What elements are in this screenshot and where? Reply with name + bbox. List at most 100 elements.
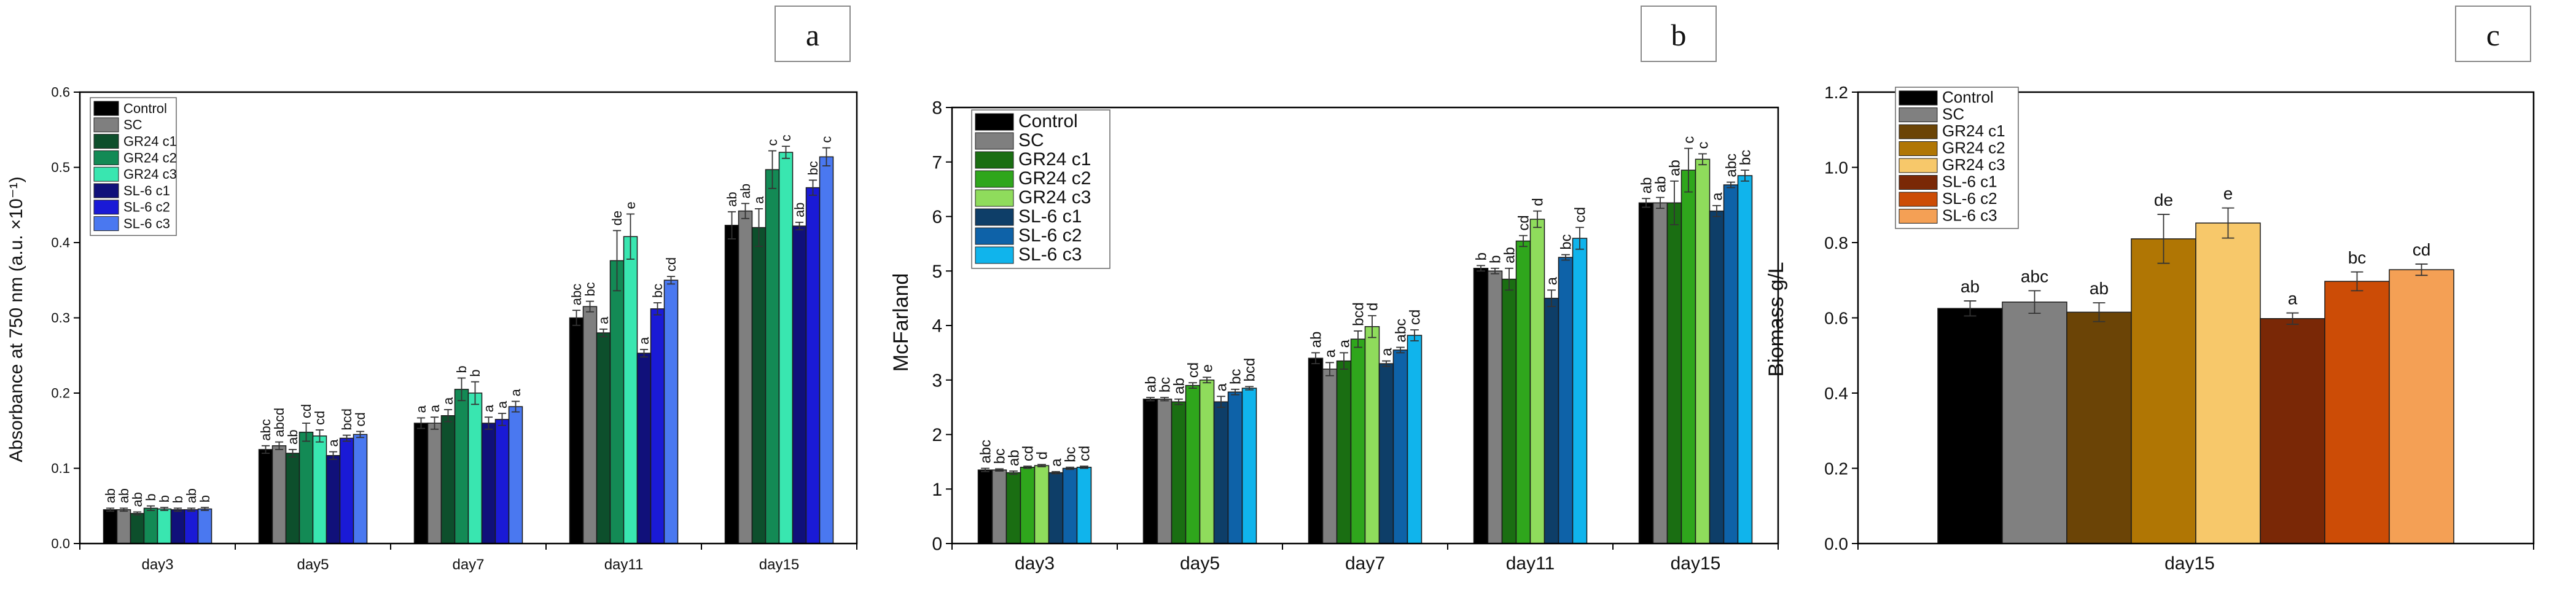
panel-a-significance-letter: cd bbox=[353, 412, 368, 426]
panel-a-x-tick-label: day5 bbox=[297, 556, 329, 573]
panel-a-legend-label-sl-6-c3: SL-6 c3 bbox=[123, 216, 170, 231]
panel-a-significance-letter: bcd bbox=[339, 408, 354, 430]
panel-b-significance-letter: d bbox=[1034, 451, 1050, 459]
panel-c-significance-letter: e bbox=[2223, 184, 2233, 203]
panel-b-bar-day5-sc bbox=[1157, 399, 1173, 544]
panel-c-y-axis-label: Biomass g/L bbox=[1765, 262, 1788, 376]
panel-b-significance-letter: bc bbox=[991, 448, 1008, 464]
panel-a-significance-letter: c bbox=[819, 136, 834, 143]
panel-a-legend-label-gr24-c3: GR24 c3 bbox=[123, 166, 177, 182]
panel-a-significance-letter: cd bbox=[299, 404, 314, 418]
panel-a-significance-letter: bc bbox=[805, 161, 821, 175]
panel-a-significance-letter: a bbox=[636, 337, 652, 345]
panel-a-significance-letter: bc bbox=[582, 282, 598, 296]
panel-b-significance-letter: bc bbox=[1157, 377, 1173, 392]
panel-c-legend-swatch-sl-6-c1 bbox=[1899, 175, 1938, 190]
panel-a-significance-letter: b bbox=[197, 495, 213, 502]
panel-b-bar-day7-sc bbox=[1322, 369, 1338, 544]
panel-c-bar-day15-sl-6-c1 bbox=[2260, 318, 2325, 544]
panel-a-significance-letter: ab bbox=[116, 488, 131, 503]
panel-b-significance-letter: c bbox=[1695, 141, 1711, 149]
panel-b-x-tick-label: day5 bbox=[1180, 553, 1220, 574]
panel-a-significance-letter: ab bbox=[738, 184, 753, 198]
panel-a-significance-letter: ab bbox=[103, 488, 118, 503]
panel-b-bar-day3-sl-6-c1 bbox=[1048, 472, 1064, 544]
panel-c-bar-day15-gr24-c2 bbox=[2131, 238, 2196, 544]
panel-a-bar-day11-gr24-c2 bbox=[609, 260, 625, 544]
panel-a-bar-day15-gr24-c3 bbox=[778, 152, 794, 544]
panel-a-legend-label-gr24-c2: GR24 c2 bbox=[123, 150, 177, 165]
panel-c-axes-frame bbox=[1857, 91, 2535, 545]
panel-b-y-tick-label: 2 bbox=[932, 425, 942, 445]
panel-c-legend-swatch-sl-6-c3 bbox=[1899, 209, 1938, 224]
panel-b-legend-label-sl-6-c2: SL-6 c2 bbox=[1018, 225, 1082, 246]
panel-a-label-box bbox=[775, 6, 851, 62]
panel-b-significance-letter: a bbox=[1336, 339, 1352, 348]
panel-a-bar-day5-control bbox=[258, 449, 273, 544]
panel-a-significance-letter: e bbox=[623, 201, 638, 209]
panel-b-y-tick-label: 5 bbox=[932, 262, 942, 282]
panel-b-legend-swatch-sc bbox=[975, 132, 1014, 150]
panel-a-legend-label-sl-6-c2: SL-6 c2 bbox=[123, 200, 170, 215]
panel-a-significance-letter: a bbox=[751, 196, 767, 204]
panel-a-bar-day5-gr24-c3 bbox=[312, 435, 327, 544]
panel-b-legend-swatch-sl-6-c3 bbox=[975, 246, 1014, 264]
panel-b-bar-day7-sl-6-c3 bbox=[1407, 335, 1423, 544]
panel-a-significance-letter: de bbox=[609, 211, 625, 225]
panel-c-significance-letter: ab bbox=[2090, 279, 2109, 298]
panel-a-significance-letter: a bbox=[326, 439, 341, 447]
panel-b-x-tick-label: day15 bbox=[1671, 553, 1721, 574]
panel-b-bar-day3-sl-6-c2 bbox=[1062, 467, 1078, 544]
panel-c-legend-label-gr24-c3: GR24 c3 bbox=[1942, 155, 2005, 174]
panel-c-label-box bbox=[2455, 6, 2531, 62]
panel-b-legend-label-sl-6-c3: SL-6 c3 bbox=[1018, 244, 1082, 265]
panel-a-axes-frame bbox=[79, 91, 858, 545]
panel-b-significance-letter: bc bbox=[1558, 234, 1574, 249]
panel-b-label-box bbox=[1641, 6, 1717, 62]
panel-a-bar-day15-sl-6-c1 bbox=[792, 225, 807, 544]
panel-b-significance-letter: b bbox=[1473, 252, 1489, 260]
panel-a-legend-swatch-sl-6-c2 bbox=[93, 200, 119, 215]
panel-a-bar-day15-sc bbox=[738, 210, 753, 544]
panel-b-significance-letter: ab bbox=[1142, 376, 1159, 392]
panel-a-significance-letter: a bbox=[427, 404, 442, 412]
panel-b-y-tick-label: 4 bbox=[932, 316, 942, 337]
panel-b-bar-day11-sl-6-c1 bbox=[1544, 297, 1559, 544]
panel-a-significance-letter: bc bbox=[650, 284, 665, 298]
panel-b-bar-day11-sc bbox=[1487, 270, 1503, 544]
panel-a-bar-day11-sl-6-c1 bbox=[636, 353, 652, 544]
panel-a-legend-swatch-control bbox=[93, 101, 119, 116]
panel-a-bar-day5-sl-6-c2 bbox=[339, 437, 354, 544]
panel-a-significance-letter: ab bbox=[184, 488, 199, 503]
panel-c-y-tick-label: 0.6 bbox=[1824, 308, 1848, 327]
panel-b-bar-day3-gr24-c2 bbox=[1020, 467, 1036, 544]
panel-b-significance-letter: a bbox=[1213, 383, 1230, 391]
panel-b-legend-swatch-sl-6-c2 bbox=[975, 227, 1014, 245]
panel-a-bar-day11-gr24-c3 bbox=[623, 236, 638, 544]
panel-b-bar-day15-sl-6-c3 bbox=[1737, 175, 1753, 544]
panel-b-bar-day5-gr24-c2 bbox=[1185, 384, 1201, 544]
panel-c-y-tick-label: 0.8 bbox=[1824, 233, 1848, 252]
panel-b-bar-day15-gr24-c3 bbox=[1695, 158, 1711, 544]
panel-b-bar-day3-sc bbox=[991, 469, 1007, 544]
panel-c-significance-letter: ab bbox=[1961, 277, 1980, 296]
panel-c-legend-swatch-sl-6-c2 bbox=[1899, 192, 1938, 207]
panel-c-bar-day15-sl-6-c3 bbox=[2389, 269, 2454, 544]
panel-b-legend-label-gr24-c1: GR24 c1 bbox=[1018, 149, 1091, 170]
panel-a-legend-label-gr24-c1: GR24 c1 bbox=[123, 133, 177, 149]
panel-a-y-tick-label: 0.0 bbox=[51, 536, 70, 552]
panel-b-significance-letter: ab bbox=[1638, 177, 1655, 194]
panel-c-legend-swatch-gr24-c3 bbox=[1899, 158, 1938, 173]
panel-b-significance-letter: cd bbox=[1076, 446, 1093, 461]
panel-a-legend-swatch-sl-6-c3 bbox=[93, 216, 119, 232]
panel-a-x-tick-label: day15 bbox=[759, 556, 799, 573]
panel-a-y-axis-label: Absorbance at 750 nm (a.u. ×10⁻¹) bbox=[6, 176, 26, 462]
panel-c-bar-day15-gr24-c3 bbox=[2195, 222, 2261, 544]
panel-b-bar-day7-gr24-c2 bbox=[1350, 338, 1366, 544]
panel-a-significance-letter: a bbox=[596, 316, 611, 324]
panel-a-bar-day5-sc bbox=[271, 445, 287, 544]
panel-a-bar-day5-gr24-c2 bbox=[299, 431, 314, 544]
panel-a-significance-letter: abcd bbox=[271, 408, 287, 437]
panel-c-bar-day15-sc bbox=[2002, 302, 2067, 544]
